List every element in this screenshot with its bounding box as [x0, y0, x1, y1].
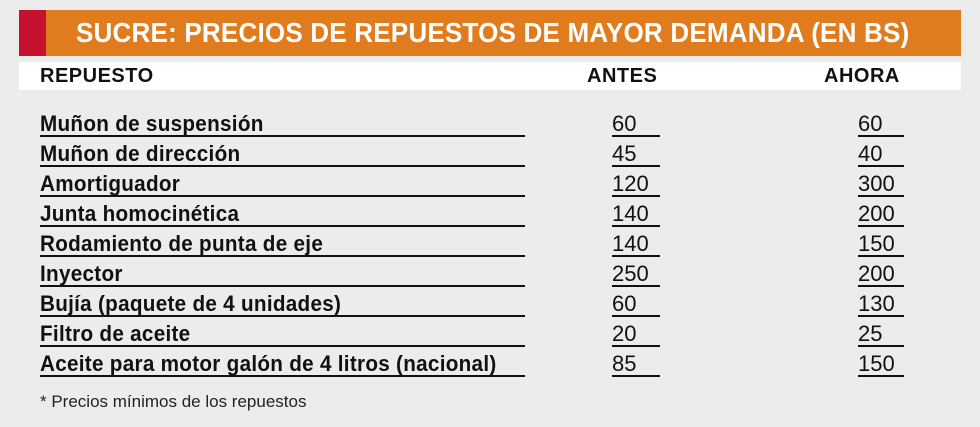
part-name: Rodamiento de punta de eje [40, 231, 324, 256]
price-now: 150 [858, 351, 895, 376]
price-before: 85 [612, 351, 637, 376]
price-now: 200 [858, 261, 895, 286]
row-underline [612, 315, 660, 317]
table-row: Muñon de suspensión 60 60 [0, 109, 980, 139]
price-now: 25 [858, 321, 883, 346]
row-underline [40, 135, 525, 137]
row-underline [40, 315, 525, 317]
row-underline [40, 255, 525, 257]
part-name: Muñon de dirección [40, 141, 241, 166]
part-name: Muñon de suspensión [40, 111, 264, 136]
price-now: 300 [858, 171, 895, 196]
row-underline [40, 375, 525, 377]
row-underline [858, 285, 904, 287]
column-header-antes: ANTES [587, 65, 658, 87]
part-name: Aceite para motor galón de 4 litros (nac… [40, 351, 497, 376]
table-row: Inyector 250 200 [0, 259, 980, 289]
price-before: 60 [612, 291, 637, 316]
price-before: 140 [612, 201, 649, 226]
title-bar: SUCRE: PRECIOS DE REPUESTOS DE MAYOR DEM… [19, 10, 961, 56]
price-before: 120 [612, 171, 649, 196]
table-row: Muñon de dirección 45 40 [0, 139, 980, 169]
row-underline [40, 285, 525, 287]
table-row: Amortiguador 120 300 [0, 169, 980, 199]
row-underline [612, 345, 660, 347]
price-before: 45 [612, 141, 637, 166]
row-underline [858, 315, 904, 317]
row-underline [40, 165, 525, 167]
row-underline [858, 225, 904, 227]
row-underline [612, 255, 660, 257]
row-underline [40, 195, 525, 197]
footnote: * Precios mínimos de los repuestos [40, 392, 307, 411]
row-underline [858, 345, 904, 347]
row-underline [612, 285, 660, 287]
row-underline [858, 375, 904, 377]
price-before: 250 [612, 261, 649, 286]
column-header-repuesto: REPUESTO [40, 65, 154, 87]
part-name: Filtro de aceite [40, 321, 191, 346]
price-before: 20 [612, 321, 637, 346]
table-row: Bujía (paquete de 4 unidades) 60 130 [0, 289, 980, 319]
part-name: Junta homocinética [40, 201, 240, 226]
row-underline [612, 225, 660, 227]
part-name: Inyector [40, 261, 123, 286]
price-now: 200 [858, 201, 895, 226]
price-now: 150 [858, 231, 895, 256]
row-underline [858, 165, 904, 167]
price-now: 130 [858, 291, 895, 316]
table-row: Rodamiento de punta de eje 140 150 [0, 229, 980, 259]
price-before: 60 [612, 111, 637, 136]
page-title: SUCRE: PRECIOS DE REPUESTOS DE MAYOR DEM… [76, 17, 910, 48]
price-table: Muñon de suspensión 60 60 Muñon de direc… [0, 109, 980, 379]
table-row: Aceite para motor galón de 4 litros (nac… [0, 349, 980, 379]
table-row: Junta homocinética 140 200 [0, 199, 980, 229]
row-underline [858, 255, 904, 257]
row-underline [612, 195, 660, 197]
table-row: Filtro de aceite 20 25 [0, 319, 980, 349]
price-before: 140 [612, 231, 649, 256]
row-underline [40, 345, 525, 347]
part-name: Amortiguador [40, 171, 181, 196]
price-now: 60 [858, 111, 883, 136]
price-now: 40 [858, 141, 883, 166]
row-underline [858, 135, 904, 137]
row-underline [858, 195, 904, 197]
row-underline [612, 375, 660, 377]
row-underline [40, 225, 525, 227]
column-header-ahora: AHORA [824, 65, 900, 87]
row-underline [612, 135, 660, 137]
table-header: REPUESTO ANTES AHORA [19, 62, 961, 90]
title-accent [19, 10, 46, 56]
row-underline [612, 165, 660, 167]
part-name: Bujía (paquete de 4 unidades) [40, 291, 342, 316]
